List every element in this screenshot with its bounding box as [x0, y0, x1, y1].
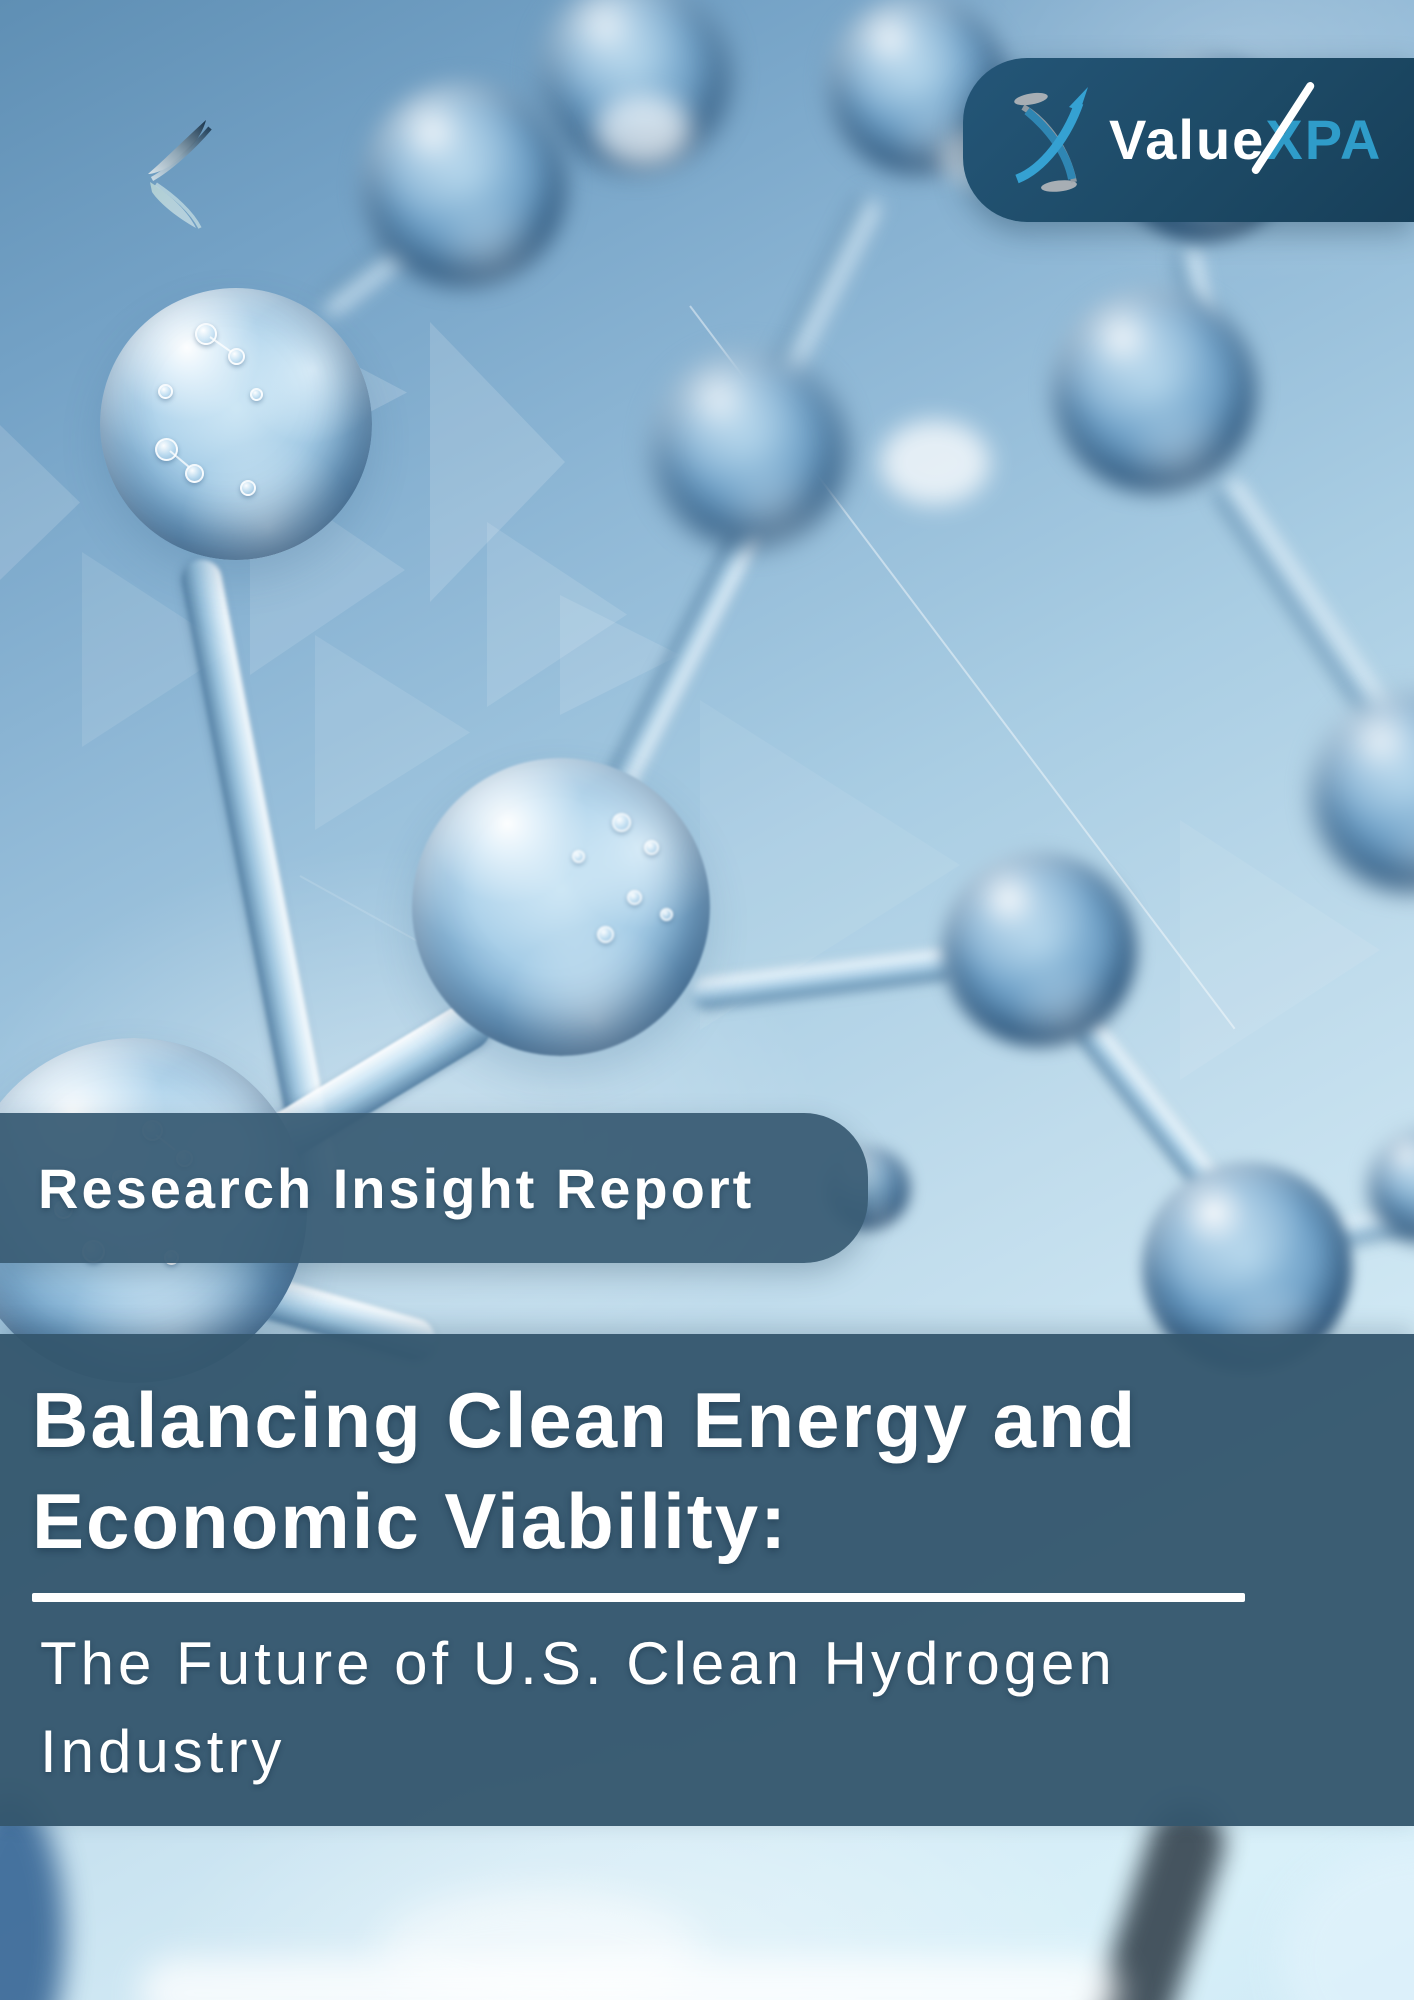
crossed-growth-arrows-icon: [1014, 87, 1088, 192]
swirl-ribbon-icon: [148, 120, 212, 229]
reflection-blob: [880, 420, 990, 505]
brand-letter-x: X: [1250, 80, 1317, 176]
micro-bubble: [228, 348, 245, 365]
eyebrow-label: Research Insight Report: [38, 1156, 755, 1220]
micro-bubble: [195, 323, 217, 345]
cover-subtitle: The Future of U.S. Clean Hydrogen Indust…: [32, 1620, 1414, 1796]
brand-word-pa: PA: [1304, 108, 1383, 171]
eyebrow-banner: Research Insight Report: [0, 1113, 868, 1263]
cover-title: Balancing Clean Energy and Economic Viab…: [32, 1370, 1414, 1571]
micro-bubble: [597, 926, 614, 943]
brand-word-value: Value: [1109, 108, 1266, 171]
micro-bubble: [185, 464, 204, 483]
micro-bubble: [644, 840, 659, 855]
molecule-sphere: [100, 288, 372, 560]
title-divider: [32, 1593, 1245, 1603]
corner-logo: [140, 118, 222, 230]
micro-bubble: [660, 908, 673, 921]
micro-bubble: [158, 384, 173, 399]
reflection-blob: [595, 95, 690, 165]
micro-bubble: [572, 850, 585, 863]
molecule-sphere: [652, 352, 847, 547]
molecule-sphere: [1052, 288, 1257, 493]
micro-bubble: [250, 388, 263, 401]
cover-title-line2: Economic Viability:: [32, 1476, 789, 1565]
micro-bubble: [612, 813, 631, 832]
micro-bond: [209, 336, 232, 353]
micro-bubble: [240, 480, 256, 496]
molecule-sphere: [942, 852, 1137, 1047]
micro-bubble: [627, 890, 642, 905]
bottom-light-strip: [140, 1958, 1120, 2000]
cover-subtitle-line2: Industry: [40, 1718, 286, 1786]
micro-bubble: [155, 438, 178, 461]
cover-title-line1: Balancing Clean Energy and: [32, 1376, 1138, 1464]
brand-wordmark: Value X PA: [1109, 80, 1383, 176]
cover-subtitle-line1: The Future of U.S. Clean Hydrogen: [40, 1630, 1116, 1698]
molecule-sphere: [412, 758, 710, 1056]
title-banner: Balancing Clean Energy and Economic Viab…: [0, 1334, 1414, 1826]
brand-badge: Value X PA: [963, 58, 1414, 222]
molecule-sphere: [362, 82, 567, 287]
